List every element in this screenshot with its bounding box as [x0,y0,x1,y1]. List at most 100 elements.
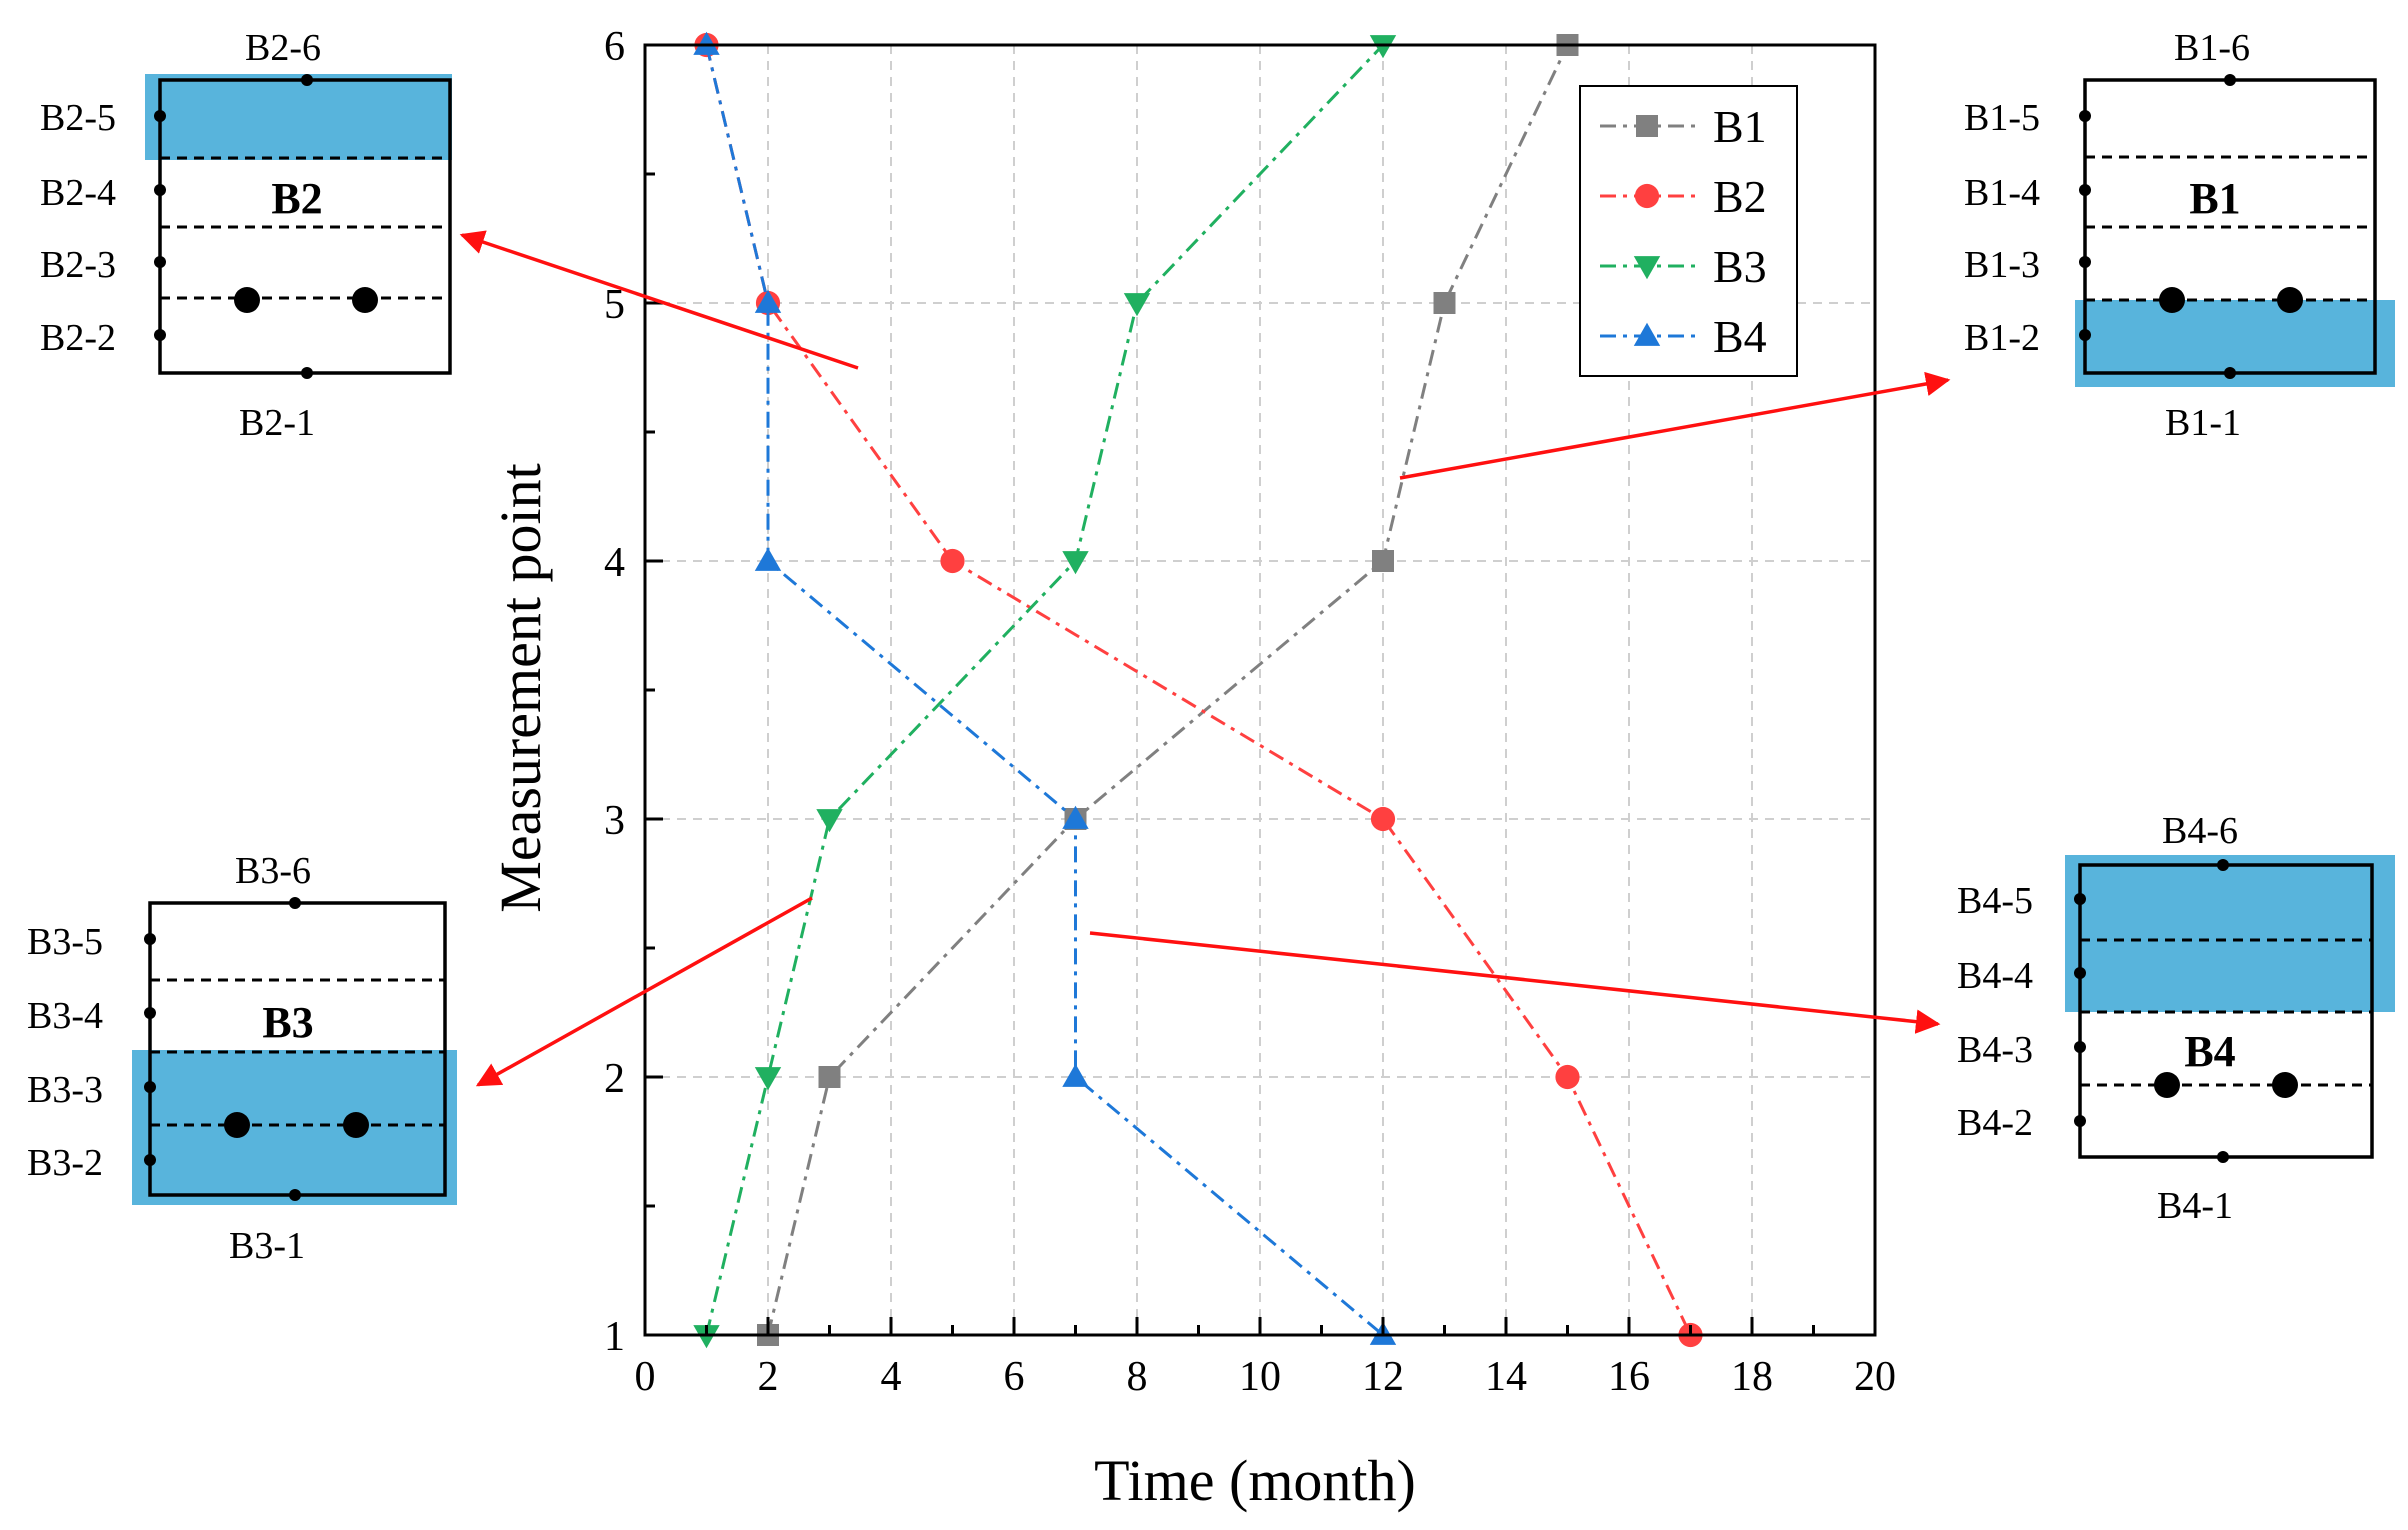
measurement-point [144,933,156,945]
data-point-b3 [816,809,843,833]
point-label: B1-6 [2174,27,2250,69]
legend-marker [1633,322,1661,346]
arrow-b3 [475,896,813,1087]
plot-series [693,31,1703,1349]
measurement-point [144,1081,156,1093]
series-line-b3 [705,43,1385,1336]
diagram-title: B3 [262,998,313,1047]
data-point-b3 [693,1325,720,1349]
data-point-b1 [1372,550,1394,572]
point-label: B1-3 [1964,244,2040,286]
y-tick-label: 3 [604,798,625,844]
legend: B1 B2 B3 B4 [1579,85,1798,377]
anchor-point [352,287,378,313]
arrow-b2 [459,230,859,370]
measurement-point [2074,1041,2086,1053]
data-point-b4 [754,547,782,571]
point-label: B3-1 [229,1225,305,1267]
arrow-b4 [1089,931,1941,1034]
x-tick-label: 0 [635,1354,656,1400]
point-label: B2-6 [245,27,321,69]
point-label: B4-6 [2162,810,2238,852]
measurement-point [2079,256,2091,268]
legend-marker [1634,183,1660,209]
anchor-point [2272,1072,2298,1098]
x-axis-label: Time (month) [1094,1448,1416,1513]
legend-label: B4 [1713,311,1767,362]
legend-label: B1 [1713,101,1767,152]
measurement-point [289,897,301,909]
measurement-point [2217,1151,2229,1163]
y-tick-label: 2 [604,1056,625,1102]
measurement-point [144,1154,156,1166]
legend-marker [1636,115,1658,137]
measurement-point [2079,329,2091,341]
connector-arrows [459,230,1951,1087]
data-point-b3 [754,1067,782,1091]
anchor-point [234,287,260,313]
point-label: B3-4 [27,995,103,1037]
diagram-title: B2 [271,174,322,223]
point-label: B2-1 [239,402,315,444]
measurement-point [2217,859,2229,871]
data-point-b4 [754,289,782,313]
measurement-point [144,1007,156,1019]
data-point-b2 [940,548,965,574]
point-label: B4-2 [1957,1102,2033,1144]
measurement-point [301,367,313,379]
data-point-b3 [1123,293,1151,317]
x-tick-label: 10 [1239,1354,1281,1400]
anchor-point [2277,287,2303,313]
point-label: B4-1 [2157,1185,2233,1227]
point-label: B3-5 [27,921,103,963]
point-label: B3-6 [235,850,311,892]
measurement-point [2224,74,2236,86]
measurement-point [2224,367,2236,379]
anchor-point [343,1112,369,1138]
data-point-b4 [693,31,720,55]
y-axis-label: Measurement point [488,463,553,912]
x-tick-label: 2 [758,1354,779,1400]
y-tick-label: 5 [604,282,625,328]
data-point-b3 [1369,35,1397,59]
diagram-title: B1 [2189,174,2240,223]
diagram-b2: B2 B2-6 B2-5 B2-4 B2-3 B2-2 B2-1 [40,27,452,444]
highlight-zone [2065,855,2395,1012]
anchor-point [224,1112,250,1138]
y-tick-label: 1 [604,1314,625,1360]
measurement-point [154,184,166,196]
data-point-b1 [818,1066,841,1088]
point-label: B4-5 [1957,880,2033,922]
point-label: B1-2 [1964,317,2040,359]
series-line-b4 [705,44,1384,1337]
point-label: B3-2 [27,1142,103,1184]
series-line-b2 [705,44,1692,1336]
x-tick-label: 12 [1362,1354,1404,1400]
x-tick-label: 4 [881,1354,902,1400]
measurement-point [154,329,166,341]
diagram-b4: B4 B4-6 B4-5 B4-4 B4-3 B4-2 B4-1 [1957,810,2395,1227]
point-label: B4-4 [1957,955,2033,997]
measurement-point [289,1189,301,1201]
x-tick-label: 20 [1854,1354,1896,1400]
x-tick-label: 8 [1127,1354,1148,1400]
measurement-point [154,110,166,122]
x-tick-label: 18 [1731,1354,1773,1400]
legend-label: B2 [1713,171,1767,222]
data-point-b2 [1555,1064,1580,1090]
anchor-point [2154,1072,2180,1098]
point-label: B2-3 [40,244,116,286]
measurement-point [2074,1115,2086,1127]
measurement-point [2074,967,2086,979]
diagram-b3: B3 B3-6 B3-5 B3-4 B3-3 B3-2 B3-1 [27,850,457,1267]
legend-label: B3 [1713,241,1767,292]
plot-grid [645,45,1875,1335]
point-label: B2-4 [40,172,116,214]
diagram-b1: B1 B1-6 B1-5 B1-4 B1-3 B1-2 B1-1 [1964,27,2395,444]
point-label: B1-5 [1964,97,2040,139]
data-point-b2 [1370,806,1396,832]
point-label: B4-3 [1957,1029,2033,1071]
y-tick-label: 4 [604,540,625,586]
highlight-zone [132,1050,457,1205]
